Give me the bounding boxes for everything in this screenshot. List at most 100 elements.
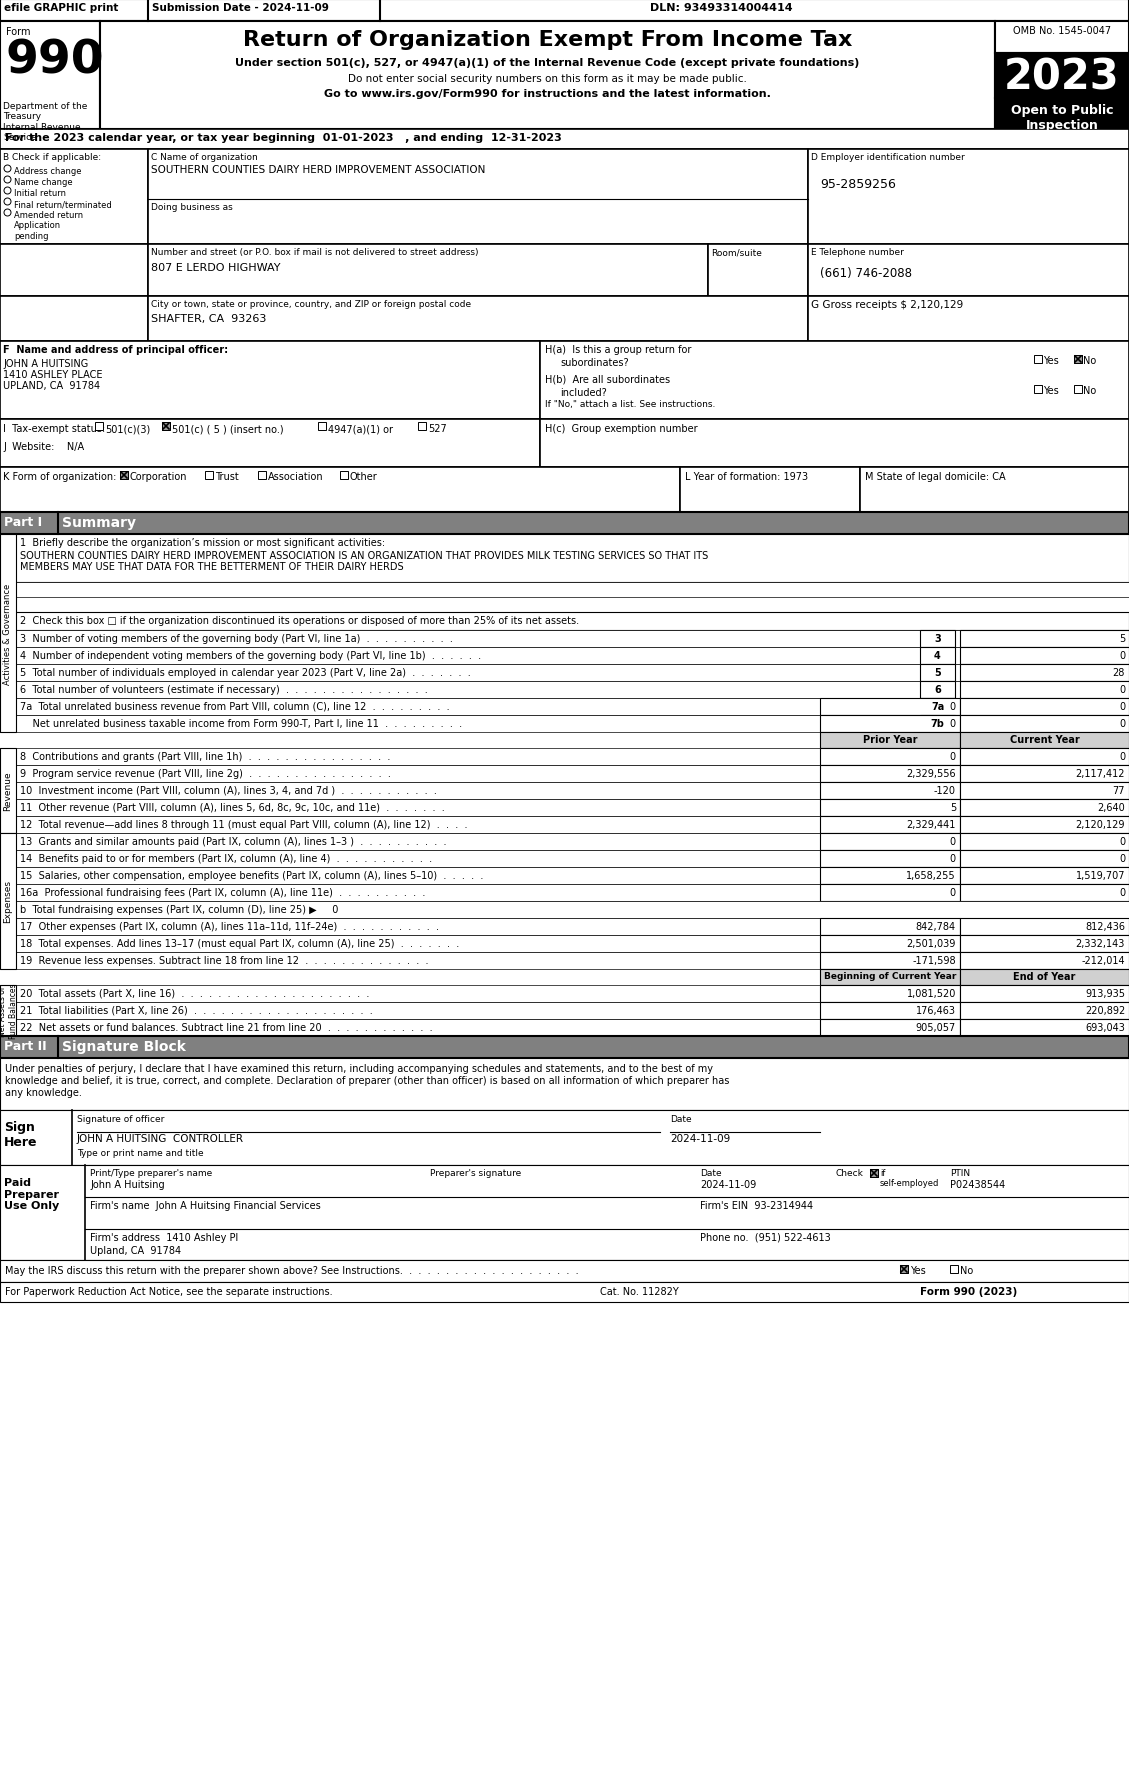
Bar bbox=[0, 130, 1129, 150]
Text: 7b: 7b bbox=[930, 718, 945, 729]
Circle shape bbox=[5, 210, 11, 217]
Text: 6  Total number of volunteers (estimate if necessary)  .  .  .  .  .  .  .  .  .: 6 Total number of volunteers (estimate i… bbox=[20, 684, 428, 695]
Bar bbox=[860, 467, 1129, 513]
Text: Do not enter social security numbers on this form as it may be made public.: Do not enter social security numbers on … bbox=[348, 75, 747, 84]
Text: Address change: Address change bbox=[14, 168, 81, 176]
Text: F  Name and address of principal officer:: F Name and address of principal officer: bbox=[3, 344, 228, 355]
Bar bbox=[0, 699, 1129, 716]
Bar bbox=[820, 800, 960, 816]
Bar bbox=[0, 918, 1129, 936]
Text: 28: 28 bbox=[1112, 668, 1124, 677]
Text: H(a)  Is this a group return for: H(a) Is this a group return for bbox=[545, 344, 691, 355]
Text: No: No bbox=[1083, 385, 1096, 396]
Bar bbox=[708, 244, 808, 298]
Text: Print/Type preparer's name: Print/Type preparer's name bbox=[90, 1169, 212, 1178]
Bar bbox=[0, 850, 1129, 868]
Bar bbox=[680, 467, 860, 513]
Bar bbox=[1074, 356, 1082, 364]
Bar bbox=[808, 298, 1129, 342]
Bar bbox=[960, 985, 1129, 1003]
Text: 527: 527 bbox=[428, 424, 447, 433]
Text: knowledge and belief, it is true, correct, and complete. Declaration of preparer: knowledge and belief, it is true, correc… bbox=[5, 1075, 729, 1085]
Text: 2023: 2023 bbox=[1004, 57, 1120, 100]
Text: 5: 5 bbox=[934, 668, 940, 677]
Bar bbox=[0, 1037, 1129, 1059]
Text: 0: 0 bbox=[1119, 650, 1124, 661]
Bar bbox=[120, 472, 128, 479]
Text: Date: Date bbox=[700, 1169, 721, 1178]
Bar bbox=[0, 748, 16, 834]
Text: 5: 5 bbox=[1119, 634, 1124, 643]
Bar bbox=[0, 985, 16, 1037]
Text: Paid
Preparer
Use Only: Paid Preparer Use Only bbox=[5, 1178, 59, 1210]
Text: M State of legal domicile: CA: M State of legal domicile: CA bbox=[865, 472, 1006, 481]
Text: Yes: Yes bbox=[1043, 385, 1059, 396]
Text: 501(c) ( 5 ) (insert no.): 501(c) ( 5 ) (insert no.) bbox=[172, 424, 283, 433]
Text: 807 E LERDO HIGHWAY: 807 E LERDO HIGHWAY bbox=[151, 264, 280, 273]
Text: Beginning of Current Year: Beginning of Current Year bbox=[824, 971, 956, 980]
Text: 5: 5 bbox=[949, 802, 956, 813]
Text: Trust: Trust bbox=[215, 472, 238, 481]
Bar bbox=[0, 467, 680, 513]
Bar bbox=[0, 613, 1129, 631]
Text: 18  Total expenses. Add lines 13–17 (must equal Part IX, column (A), line 25)  .: 18 Total expenses. Add lines 13–17 (must… bbox=[20, 939, 460, 948]
Bar bbox=[960, 631, 1129, 647]
Bar bbox=[870, 1169, 878, 1178]
Bar bbox=[920, 631, 955, 647]
Bar bbox=[148, 298, 808, 342]
Text: 10  Investment income (Part VIII, column (A), lines 3, 4, and 7d )  .  .  .  .  : 10 Investment income (Part VIII, column … bbox=[20, 786, 437, 795]
Bar bbox=[0, 985, 1129, 1003]
Bar bbox=[340, 472, 348, 479]
Text: Final return/terminated: Final return/terminated bbox=[14, 200, 112, 208]
Text: Yes: Yes bbox=[910, 1265, 926, 1276]
Text: Corporation: Corporation bbox=[130, 472, 187, 481]
Bar bbox=[259, 472, 266, 479]
Text: Part II: Part II bbox=[5, 1039, 46, 1053]
Bar bbox=[540, 421, 1129, 467]
Bar bbox=[960, 782, 1129, 800]
Text: 13  Grants and similar amounts paid (Part IX, column (A), lines 1–3 )  .  .  .  : 13 Grants and similar amounts paid (Part… bbox=[20, 836, 446, 846]
Text: -171,598: -171,598 bbox=[912, 955, 956, 966]
Text: 2024-11-09: 2024-11-09 bbox=[669, 1133, 730, 1144]
Text: Form 990 (2023): Form 990 (2023) bbox=[920, 1287, 1017, 1296]
Bar bbox=[1034, 356, 1042, 364]
Text: Under section 501(c), 527, or 4947(a)(1) of the Internal Revenue Code (except pr: Under section 501(c), 527, or 4947(a)(1)… bbox=[235, 59, 859, 68]
Bar bbox=[820, 850, 960, 868]
Bar bbox=[0, 884, 1129, 902]
Bar bbox=[960, 665, 1129, 683]
Text: SOUTHERN COUNTIES DAIRY HERD IMPROVEMENT ASSOCIATION: SOUTHERN COUNTIES DAIRY HERD IMPROVEMENT… bbox=[151, 166, 485, 175]
Text: 95-2859256: 95-2859256 bbox=[820, 178, 896, 191]
Text: Preparer's signature: Preparer's signature bbox=[430, 1169, 522, 1178]
Bar bbox=[205, 472, 213, 479]
Bar bbox=[0, 782, 1129, 800]
Text: 1,658,255: 1,658,255 bbox=[907, 871, 956, 880]
Bar bbox=[0, 21, 100, 130]
Bar bbox=[960, 1003, 1129, 1019]
Text: 2,117,412: 2,117,412 bbox=[1076, 768, 1124, 779]
Text: 16a  Professional fundraising fees (Part IX, column (A), line 11e)  .  .  .  .  : 16a Professional fundraising fees (Part … bbox=[20, 887, 426, 898]
Text: City or town, state or province, country, and ZIP or foreign postal code: City or town, state or province, country… bbox=[151, 299, 471, 308]
Text: Net unrelated business taxable income from Form 990-T, Part I, line 11  .  .  . : Net unrelated business taxable income fr… bbox=[20, 718, 462, 729]
Text: PTIN: PTIN bbox=[949, 1169, 970, 1178]
Bar bbox=[900, 1265, 908, 1274]
Text: 693,043: 693,043 bbox=[1085, 1023, 1124, 1032]
Text: Revenue: Revenue bbox=[3, 772, 12, 811]
Text: 1410 ASHLEY PLACE: 1410 ASHLEY PLACE bbox=[3, 371, 103, 380]
Text: Sign
Here: Sign Here bbox=[5, 1121, 37, 1148]
Bar bbox=[820, 1019, 960, 1037]
Bar bbox=[0, 868, 1129, 884]
Text: 4947(a)(1) or: 4947(a)(1) or bbox=[329, 424, 393, 433]
Circle shape bbox=[5, 166, 11, 173]
Bar bbox=[960, 850, 1129, 868]
Bar bbox=[0, 834, 16, 969]
Bar bbox=[900, 1265, 908, 1274]
Text: 9  Program service revenue (Part VIII, line 2g)  .  .  .  .  .  .  .  .  .  .  .: 9 Program service revenue (Part VIII, li… bbox=[20, 768, 391, 779]
Text: 4  Number of independent voting members of the governing body (Part VI, line 1b): 4 Number of independent voting members o… bbox=[20, 650, 481, 661]
Text: 77: 77 bbox=[1112, 786, 1124, 795]
Bar bbox=[820, 918, 960, 936]
Bar bbox=[1074, 356, 1082, 364]
Bar bbox=[820, 884, 960, 902]
Text: Doing business as: Doing business as bbox=[151, 203, 233, 212]
Bar bbox=[0, 298, 148, 342]
Bar bbox=[920, 683, 955, 699]
